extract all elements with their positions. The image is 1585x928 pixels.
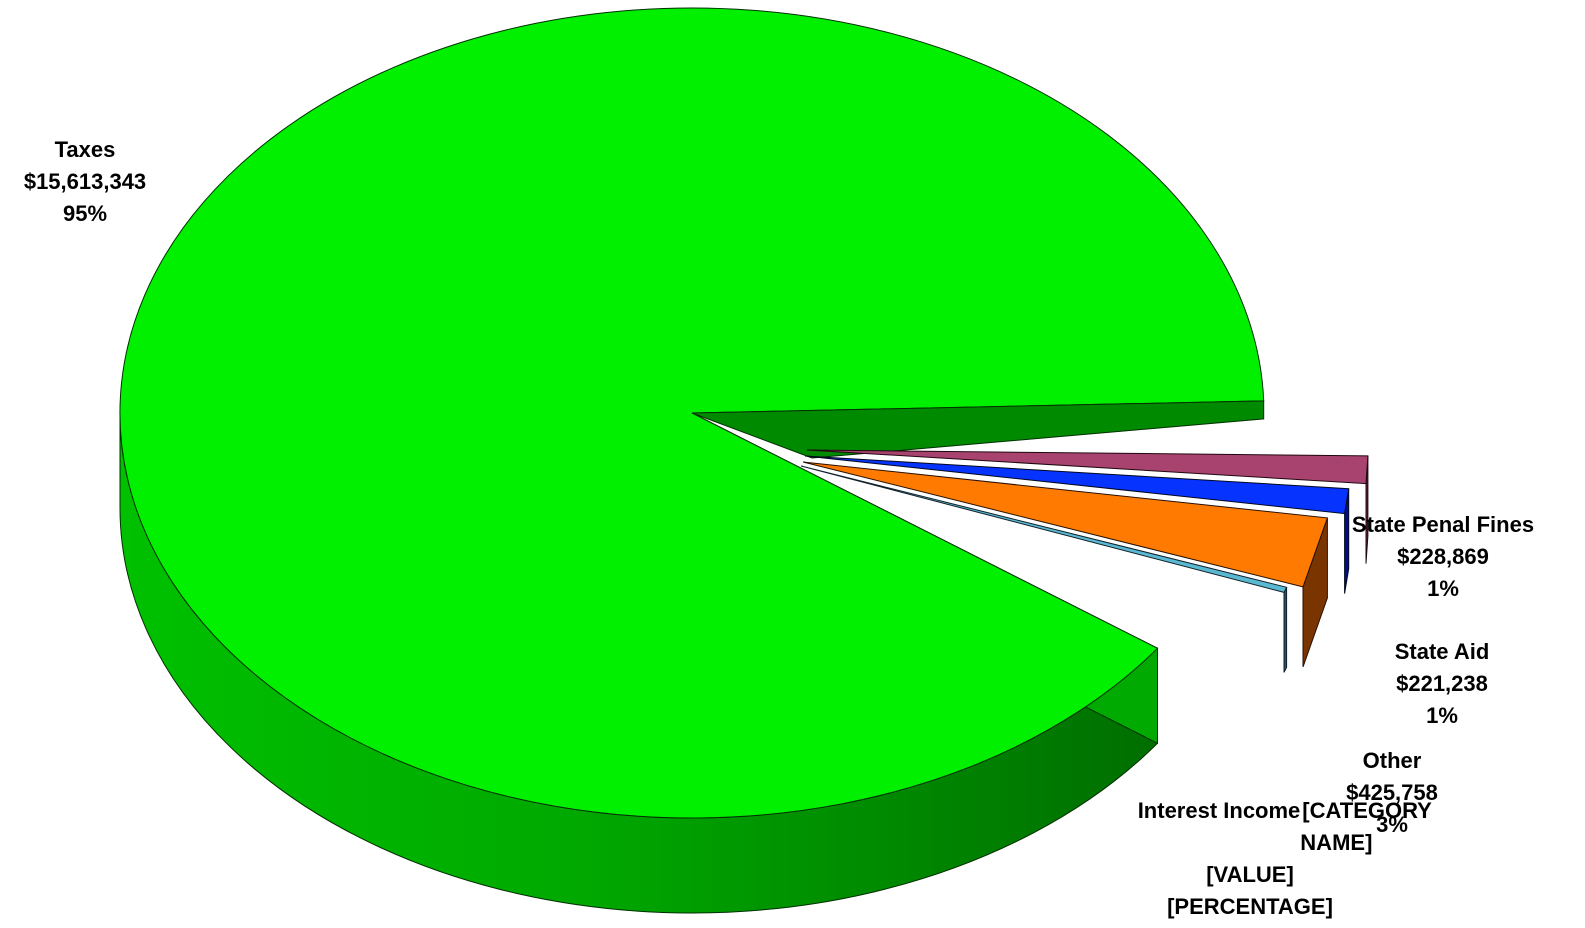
label-other-value: $425,758 xyxy=(1346,780,1438,805)
label-other: Other $425,758 3% xyxy=(1330,745,1454,841)
label-interest-income: Interest Income[CATEGORY NAME] [VALUE] [… xyxy=(1105,795,1505,923)
label-taxes-name: Taxes xyxy=(54,137,116,162)
label-taxes: Taxes $15,613,343 95% xyxy=(2,134,168,230)
slice-interest-income-side xyxy=(1283,587,1288,673)
slice-state-aid xyxy=(804,455,1350,515)
label-other-percent: 3% xyxy=(1376,812,1408,837)
slice-other xyxy=(802,461,1329,588)
slice-state-penal-fines xyxy=(806,449,1369,485)
label-state-aid-value: $221,238 xyxy=(1396,671,1488,696)
label-taxes-value: $15,613,343 xyxy=(23,169,147,194)
slice-taxes-inner-edge xyxy=(691,400,1265,459)
label-state-aid: State Aid $221,238 1% xyxy=(1372,636,1512,732)
label-state-penal-fines: State Penal Fines $228,869 1% xyxy=(1325,509,1561,605)
label-state-aid-name: State Aid xyxy=(1394,639,1490,664)
label-interest-income-category-placeholder: [CATEGORY NAME] xyxy=(1300,798,1432,855)
label-state-penal-fines-name: State Penal Fines xyxy=(1351,512,1535,537)
label-state-penal-fines-percent: 1% xyxy=(1427,576,1459,601)
label-taxes-percent: 95% xyxy=(62,201,108,226)
slice-interest-income xyxy=(800,465,1288,593)
label-state-aid-percent: 1% xyxy=(1426,703,1458,728)
label-state-penal-fines-value: $228,869 xyxy=(1397,544,1489,569)
label-interest-income-name: Interest Income xyxy=(1137,798,1301,823)
label-interest-income-line1: Interest Income[CATEGORY NAME] xyxy=(1105,795,1505,859)
label-interest-income-value: [VALUE] xyxy=(1206,862,1294,887)
label-other-name: Other xyxy=(1362,748,1422,773)
slice-taxes xyxy=(119,7,1265,819)
label-interest-income-percent: [PERCENTAGE] xyxy=(1167,894,1333,919)
